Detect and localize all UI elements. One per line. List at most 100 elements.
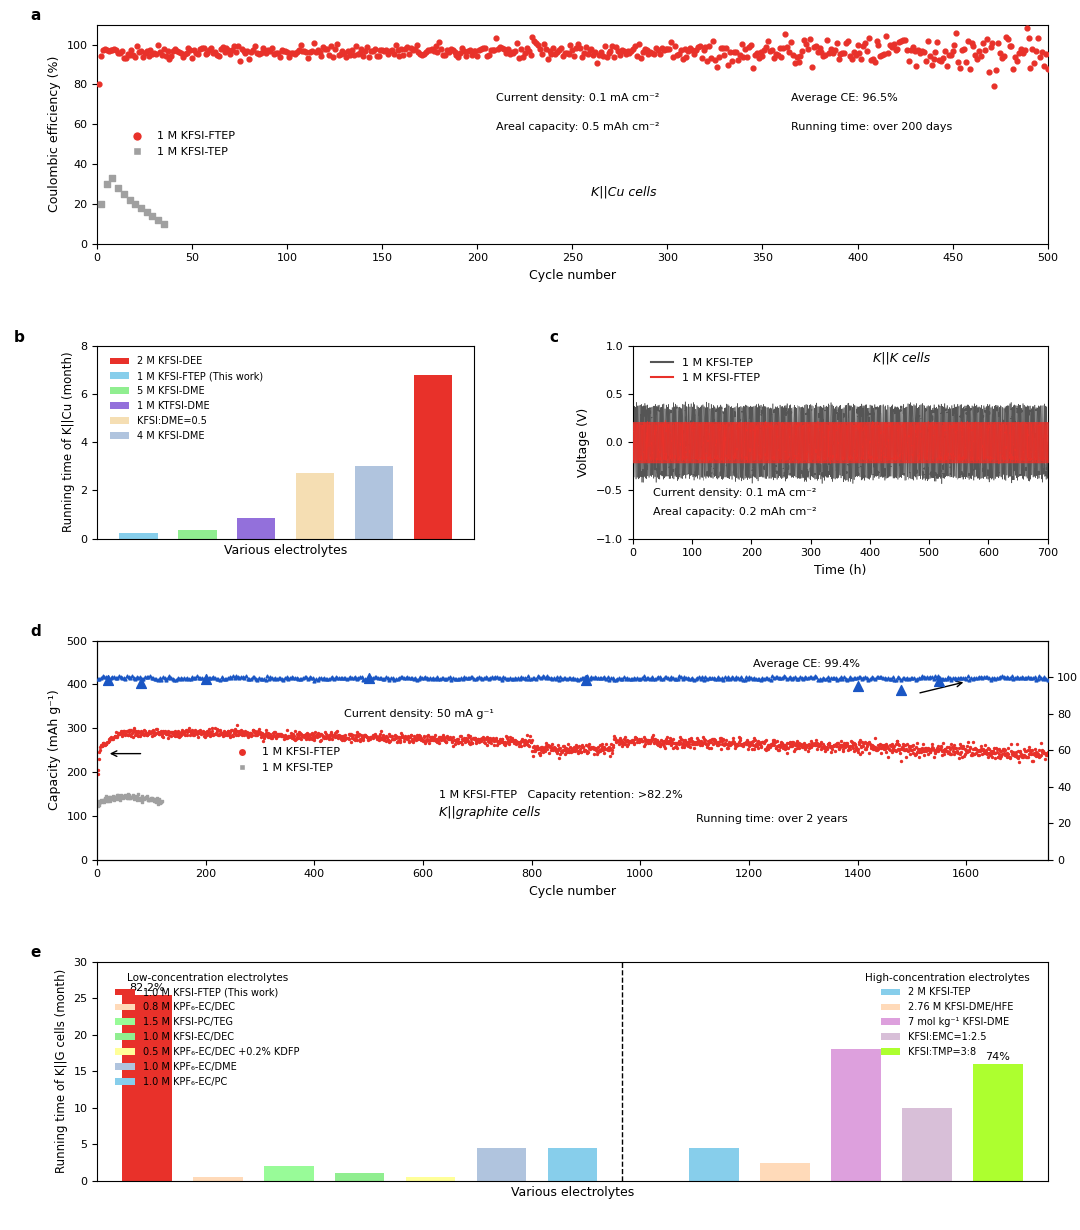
Point — [951, 734, 969, 754]
Point — [828, 737, 846, 756]
Point — [380, 729, 397, 749]
Point — [715, 669, 732, 689]
Point — [451, 43, 469, 63]
Point — [622, 731, 639, 750]
Point — [433, 39, 450, 59]
Point — [318, 728, 335, 748]
Point — [305, 724, 322, 744]
Point — [559, 739, 577, 759]
Point — [214, 723, 231, 743]
Point — [697, 667, 714, 686]
Point — [839, 740, 856, 760]
Point — [543, 44, 561, 64]
Point — [508, 731, 525, 750]
Point — [627, 728, 645, 748]
Point — [495, 732, 512, 752]
Point — [288, 42, 306, 62]
Point — [93, 791, 110, 811]
Point — [106, 728, 123, 748]
Point — [247, 726, 265, 745]
Point — [491, 38, 509, 58]
Point — [897, 669, 915, 689]
Point — [519, 731, 537, 750]
Point — [845, 43, 862, 63]
Point — [510, 668, 527, 688]
Point — [274, 670, 292, 690]
Point — [588, 668, 605, 688]
Point — [364, 728, 381, 748]
Point — [1015, 739, 1032, 759]
Point — [468, 731, 485, 750]
Point — [773, 732, 791, 752]
Point — [109, 785, 126, 804]
Point — [299, 48, 316, 68]
Point — [766, 729, 783, 749]
Point — [920, 740, 937, 760]
Point — [799, 742, 816, 761]
Point — [964, 732, 982, 752]
Point — [982, 742, 999, 761]
Point — [999, 30, 1016, 49]
Point — [762, 736, 780, 755]
Text: d: d — [30, 624, 41, 640]
Point — [215, 721, 232, 740]
Point — [1011, 745, 1028, 765]
Point — [507, 732, 524, 752]
Point — [847, 739, 864, 759]
Point — [646, 44, 663, 64]
Point — [503, 43, 521, 63]
Point — [267, 668, 284, 688]
Point — [881, 740, 899, 760]
Point — [121, 721, 138, 740]
Point — [227, 726, 244, 745]
Point — [499, 727, 516, 747]
Point — [144, 726, 161, 745]
Point — [885, 739, 902, 759]
Point — [159, 41, 176, 60]
Point — [611, 733, 629, 753]
Point — [126, 724, 144, 744]
Point — [640, 732, 658, 752]
Point — [878, 669, 895, 689]
Point — [125, 668, 143, 688]
Point — [390, 727, 407, 747]
Point — [515, 734, 532, 754]
Point — [205, 723, 222, 743]
Point — [301, 724, 319, 744]
Point — [822, 737, 839, 756]
Point — [652, 731, 670, 750]
Point — [141, 723, 159, 743]
Point — [886, 670, 903, 690]
Point — [642, 669, 659, 689]
Point — [99, 732, 117, 752]
Point — [632, 669, 649, 689]
Point — [909, 739, 927, 759]
Point — [945, 668, 962, 688]
Point — [895, 740, 913, 760]
Point — [866, 737, 883, 756]
Point — [107, 668, 124, 688]
Point — [689, 668, 706, 688]
Point — [259, 39, 276, 59]
Point — [718, 738, 735, 758]
Point — [144, 790, 161, 809]
Point — [283, 43, 300, 63]
Point — [130, 721, 147, 740]
Point — [96, 788, 113, 808]
Point — [329, 724, 347, 744]
Point — [113, 669, 131, 689]
Point — [267, 727, 284, 747]
Point — [972, 47, 989, 66]
Point — [271, 724, 288, 744]
Point — [292, 669, 309, 689]
Point — [730, 732, 747, 752]
Point — [296, 668, 313, 688]
Point — [1015, 745, 1032, 765]
Point — [758, 37, 775, 57]
Point — [616, 734, 633, 754]
Point — [423, 727, 441, 747]
Point — [775, 736, 793, 755]
Bar — [119, 533, 158, 539]
Point — [673, 729, 690, 749]
Point — [1011, 742, 1028, 761]
